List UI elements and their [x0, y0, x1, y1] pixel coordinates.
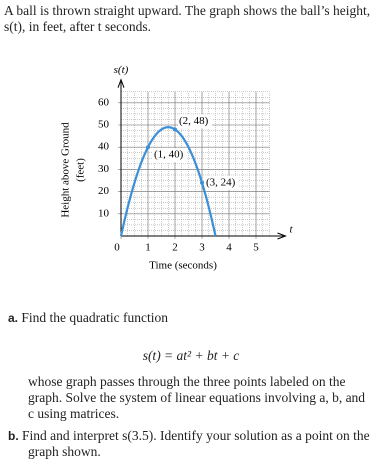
label-bg — [205, 175, 239, 190]
label-bg — [178, 114, 212, 129]
x-tick-label: 4 — [226, 242, 232, 254]
x-tick-label: 2 — [172, 242, 178, 254]
curve — [119, 126, 217, 237]
point-label: (1, 40) — [154, 149, 184, 161]
x-tick-label: 0 — [114, 242, 120, 254]
formula: s(t) = at² + bt + c — [142, 348, 240, 363]
point-label: (2, 48) — [179, 115, 209, 127]
text: Find and interpret s(3.5). Identify your… — [22, 428, 370, 459]
y-tick-label: 50 — [98, 119, 110, 131]
point-label: (3, 24) — [206, 176, 236, 188]
point — [173, 127, 177, 132]
y-tick-label: 10 — [98, 207, 110, 219]
text: Find the quadratic function — [21, 310, 168, 325]
label: b. — [8, 429, 19, 443]
y-axis — [117, 78, 125, 236]
chart: 10 20 30 40 50 60 0 1 2 3 4 5 s(t) t Time (seconds) Hei… — [60, 64, 294, 272]
x-axis-name: t — [290, 224, 294, 236]
part-a-text: whose graph passes through the three poi… — [28, 374, 366, 421]
y-tick-label: 60 — [98, 96, 110, 108]
label: a. — [8, 311, 19, 325]
point — [146, 145, 150, 150]
x-tick-label: 5 — [253, 242, 259, 254]
part-b: b. Find and interpret s(3.5). Identify y… — [8, 428, 382, 460]
intro: A ball is thrown straight upward. The gr… — [4, 3, 371, 34]
y-tick-label: 40 — [98, 141, 110, 153]
x-tick-label: 3 — [199, 242, 205, 254]
y-axis-name: s(t) — [114, 64, 129, 76]
y-axis-label: (feet) — [75, 158, 87, 182]
x-axis-label: Time (seconds) — [149, 260, 217, 272]
point — [200, 180, 204, 185]
part-a: a. Find the quadratic function — [8, 310, 168, 326]
x-tick-label: 1 — [145, 242, 151, 254]
y-axis-label: Height above Ground — [60, 122, 72, 218]
x-axis — [121, 232, 287, 240]
y-tick-label: 30 — [98, 163, 110, 175]
y-tick-label: 20 — [98, 185, 110, 197]
label-bg — [153, 148, 187, 163]
